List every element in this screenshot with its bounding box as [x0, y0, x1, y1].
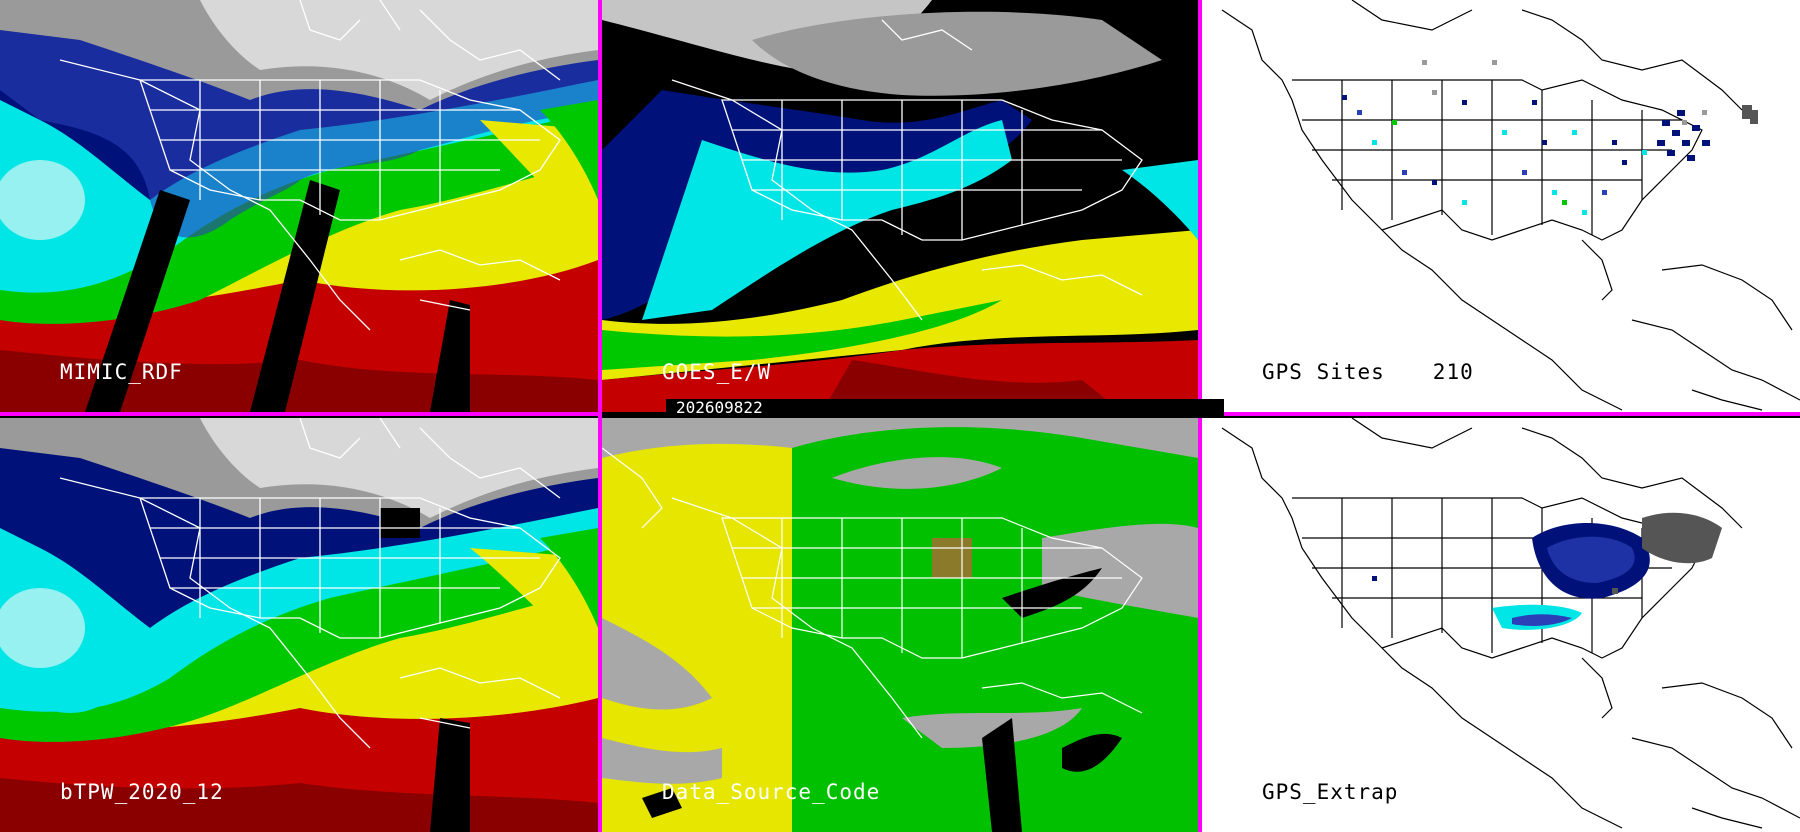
gps-sites-label: GPS Sites [1262, 360, 1385, 384]
divider-horizontal-left [0, 412, 602, 416]
divider-vertical-right [1198, 0, 1202, 414]
panel-label-gps-sites: GPS Sites 210 [1262, 360, 1474, 384]
panel-label-goes: GOES_E/W [662, 360, 772, 384]
timestamp-label: 202609822 [676, 398, 763, 417]
panel-label-gps-extrap: GPS_Extrap [1262, 780, 1399, 804]
us-state-outline-map [1221, 0, 1800, 411]
panel-gps-sites: GPS Sites 210 [1202, 0, 1800, 412]
divider-horizontal-right [1198, 412, 1800, 416]
gps-sites-map [1202, 0, 1800, 412]
gps-sites-count: 210 [1432, 360, 1474, 384]
panel-label-data-source-code: Data_Source_Code [662, 780, 881, 804]
timestamp-bar [666, 399, 1224, 417]
map-outline [602, 447, 1143, 739]
panel-goes: GOES_E/W [602, 0, 1198, 412]
panel-label-btpw: bTPW_2020_12 [60, 780, 224, 804]
panel-label-mimic-rdf: MIMIC_RDF [60, 360, 183, 384]
mimic-rdf-imagery [0, 0, 598, 412]
panel-data-source-code: Data_Source_Code [602, 418, 1198, 832]
divider-vertical-right-lower [1198, 418, 1202, 832]
panel-mimic-rdf: MIMIC_RDF [0, 0, 598, 412]
panel-gps-extrap: GPS_Extrap [1202, 418, 1800, 832]
gps-extrap-map [1202, 418, 1800, 832]
divider-vertical-left [598, 0, 602, 832]
data-source-code-imagery [602, 418, 1198, 832]
goes-imagery [602, 0, 1198, 412]
btpw-imagery [0, 418, 598, 832]
map-outline [671, 19, 1143, 321]
map-outline [59, 418, 561, 749]
panel-btpw: bTPW_2020_12 [0, 418, 598, 832]
map-outline [59, 0, 561, 331]
gps-extrap-fields [1372, 512, 1722, 630]
gps-site-markers [1342, 60, 1758, 215]
